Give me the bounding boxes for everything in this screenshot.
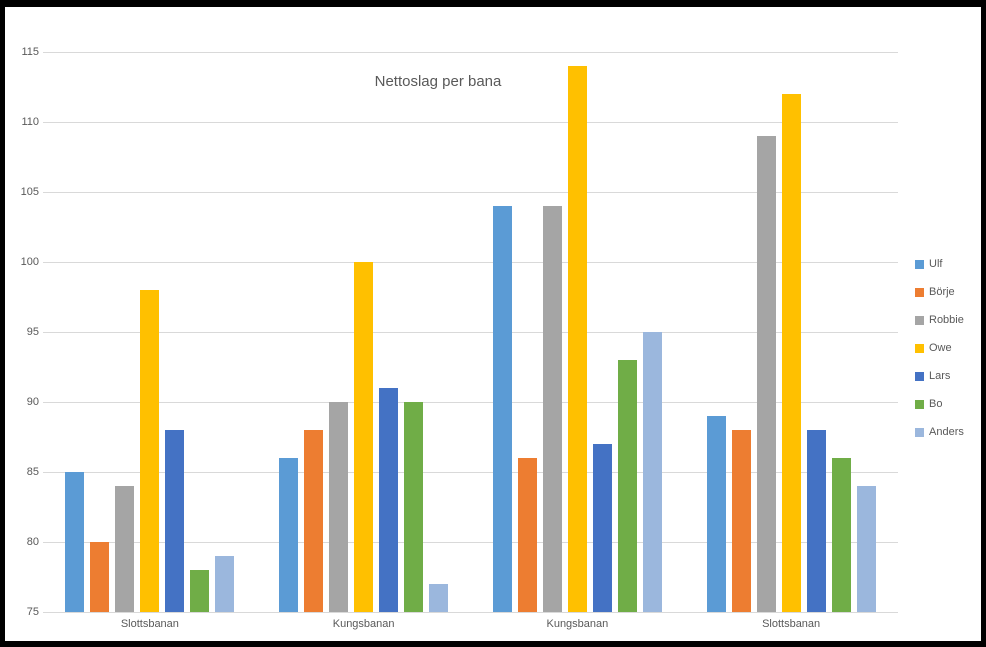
x-axis-label-3: Kungsbanan xyxy=(546,618,609,630)
legend-swatch-icon xyxy=(915,316,924,325)
y-axis-tick-label: 75 xyxy=(26,606,39,618)
legend-item-3[interactable]: Robbie xyxy=(915,315,964,326)
bar-chart: Nettoslag per bana Slottsbanan Kungsbanan… xyxy=(5,7,981,641)
legend-swatch-icon xyxy=(915,288,924,297)
y-axis-tick-label: 90 xyxy=(26,396,39,408)
legend-swatch-icon xyxy=(915,260,924,269)
bar-series-7-group-3[interactable] xyxy=(642,332,662,612)
legend-label: Anders xyxy=(929,426,964,438)
gridline xyxy=(43,261,898,263)
gridline xyxy=(43,331,898,333)
bar-series-7-group-2[interactable] xyxy=(429,584,449,612)
bar-series-6-group-2[interactable] xyxy=(404,402,424,612)
gridline xyxy=(43,611,898,613)
legend-swatch-icon xyxy=(915,428,924,437)
legend-label: Lars xyxy=(929,370,951,382)
bar-series-2-group-2[interactable] xyxy=(304,430,324,612)
bar-series-1-group-1[interactable] xyxy=(65,472,85,612)
bar-series-5-group-3[interactable] xyxy=(592,444,612,612)
bar-series-3-group-3[interactable] xyxy=(542,206,562,612)
legend-label: Robbie xyxy=(929,314,964,326)
legend-swatch-icon xyxy=(915,400,924,409)
legend-item-5[interactable]: Lars xyxy=(915,371,964,382)
bar-group-1 xyxy=(43,52,257,612)
bar-series-4-group-4[interactable] xyxy=(781,94,801,612)
gridline xyxy=(43,191,898,193)
y-axis-tick-label: 85 xyxy=(26,466,39,478)
gridline xyxy=(43,401,898,403)
bar-series-7-group-1[interactable] xyxy=(215,556,235,612)
y-axis-tick-label: 100 xyxy=(20,256,39,268)
y-axis-tick-label: 110 xyxy=(21,116,39,128)
legend-label: Börje xyxy=(929,286,955,298)
bar-group-2 xyxy=(257,52,471,612)
bar-series-5-group-1[interactable] xyxy=(165,430,185,612)
bar-series-6-group-1[interactable] xyxy=(190,570,210,612)
legend-label: Owe xyxy=(929,342,952,354)
x-axis-labels: Slottsbanan Kungsbanan Kungsbanan Slottsban… xyxy=(43,618,898,630)
bar-series-4-group-2[interactable] xyxy=(354,262,374,612)
gridline xyxy=(43,121,898,123)
bar-series-3-group-1[interactable] xyxy=(115,486,135,612)
x-axis-label-1: Slottsbanan xyxy=(120,618,179,630)
legend-item-6[interactable]: Bo xyxy=(915,399,964,410)
bar-group-4 xyxy=(684,52,898,612)
bar-series-1-group-2[interactable] xyxy=(279,458,299,612)
legend-item-2[interactable]: Börje xyxy=(915,287,964,298)
x-axis-label-4: Slottsbanan xyxy=(762,618,821,630)
legend-swatch-icon xyxy=(915,344,924,353)
bar-series-2-group-3[interactable] xyxy=(517,458,537,612)
legend-item-1[interactable]: Ulf xyxy=(915,259,964,270)
gridline xyxy=(43,541,898,543)
bar-series-2-group-4[interactable] xyxy=(731,430,751,612)
bar-series-1-group-3[interactable] xyxy=(492,206,512,612)
bar-series-4-group-3[interactable] xyxy=(567,66,587,612)
bar-series-2-group-1[interactable] xyxy=(90,542,110,612)
bar-series-6-group-4[interactable] xyxy=(831,458,851,612)
bar-series-3-group-4[interactable] xyxy=(756,136,776,612)
gridline xyxy=(43,471,898,473)
bar-series-1-group-4[interactable] xyxy=(706,416,726,612)
chart-legend: Ulf Börje Robbie Owe Lars Bo Anders xyxy=(915,259,964,455)
y-axis-tick-label: 95 xyxy=(26,326,39,338)
bar-series-3-group-2[interactable] xyxy=(329,402,349,612)
legend-item-7[interactable]: Anders xyxy=(915,427,964,438)
bar-series-7-group-4[interactable] xyxy=(856,486,876,612)
bar-series-5-group-2[interactable] xyxy=(379,388,399,612)
legend-label: Ulf xyxy=(929,258,943,270)
bar-series-5-group-4[interactable] xyxy=(806,430,826,612)
legend-swatch-icon xyxy=(915,372,924,381)
x-axis-label-2: Kungsbanan xyxy=(332,618,395,630)
bar-series-4-group-1[interactable] xyxy=(140,290,160,612)
y-axis-tick-label: 105 xyxy=(20,186,39,198)
gridline xyxy=(43,51,898,53)
legend-item-4[interactable]: Owe xyxy=(915,343,964,354)
bar-group-3 xyxy=(471,52,685,612)
y-axis-tick-label: 115 xyxy=(21,46,39,58)
legend-label: Bo xyxy=(929,398,943,410)
chart-title: Nettoslag per bana xyxy=(374,73,502,90)
bar-series-6-group-3[interactable] xyxy=(617,360,637,612)
y-axis-tick-label: 80 xyxy=(26,536,39,548)
